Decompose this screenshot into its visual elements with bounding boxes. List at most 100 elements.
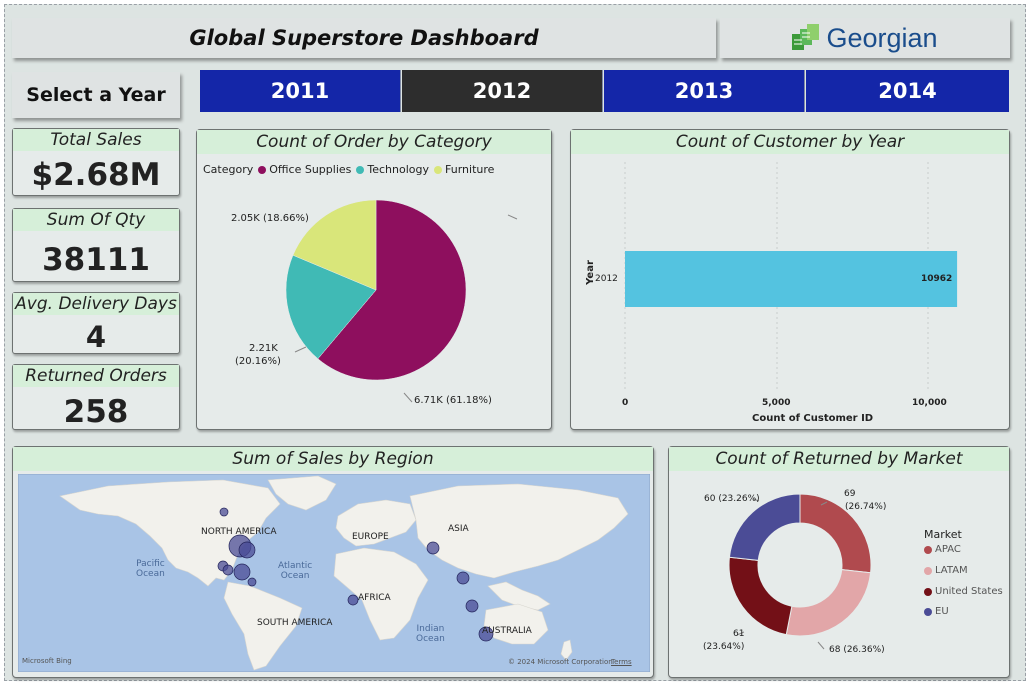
world-map[interactable]: NORTH AMERICA EUROPE ASIA AFRICA SOUTH A… [18, 474, 650, 672]
data-label-technology: (20.16%) [235, 356, 281, 367]
donut-slice-eu[interactable] [728, 493, 801, 561]
pie-slice-office-supplies[interactable] [317, 199, 467, 381]
data-label-office-supplies: 6.71K (61.18%) [414, 395, 492, 406]
legend-item-united-states[interactable]: United States [919, 586, 1003, 597]
map-terms-link[interactable]: Terms [611, 658, 632, 666]
leader-line-technology [294, 346, 307, 353]
x-tick-label: 5,000 [762, 398, 791, 408]
category-pie-chart [285, 199, 518, 403]
georgian-logo-text: Georgian [826, 22, 938, 53]
donut-slice-united-states[interactable] [728, 556, 793, 636]
new-zealand-shape [560, 639, 573, 661]
legend-item-technology[interactable]: Technology [367, 163, 430, 176]
legend-swatch-technology [356, 165, 365, 174]
kpi-value: 38111 [42, 242, 150, 278]
north-america-shape [59, 479, 281, 587]
africa-shape [333, 547, 429, 641]
data-label-united-states: 61 [733, 629, 745, 639]
x-axis-title: Count of Customer ID [752, 413, 874, 424]
customer-panel-title: Count of Customer by Year [571, 130, 1009, 154]
data-label-eu: 60 (23.26%) [704, 494, 760, 504]
returned-donut-chart [728, 493, 872, 650]
legend-title: Category [203, 163, 254, 176]
legend-item-furniture[interactable]: Furniture [445, 163, 495, 176]
leader-line-latam [817, 641, 825, 650]
returned-panel-title: Count of Returned by Market [669, 447, 1009, 471]
region-panel-title: Sum of Sales by Region [13, 447, 653, 471]
data-label-apac: 69 [844, 489, 856, 499]
data-label-latam: 68 (26.36%) [829, 645, 885, 655]
year-button-2011[interactable]: 2011 [200, 70, 401, 112]
pie-slice-technology[interactable] [285, 254, 377, 360]
bar-2012[interactable] [625, 251, 958, 307]
legend-item-eu[interactable]: EU [919, 606, 949, 617]
year-button-2012[interactable]: 2012 [402, 70, 603, 112]
georgian-logo: Georgian [720, 18, 1010, 58]
legend-swatch-furniture [434, 165, 443, 174]
kpi-label: Total Sales [13, 129, 179, 151]
bubble-caribbean [233, 563, 251, 581]
map-label-europe: EUROPE [352, 532, 389, 542]
map-copyright: © 2024 Microsoft Corporation [508, 658, 613, 666]
legend-swatch-apac [924, 545, 932, 554]
legend-item-office-supplies[interactable]: Office Supplies [269, 163, 352, 176]
bubble-southeast-asia [456, 571, 470, 585]
kpi-avg-delivery-days: Avg. Delivery Days 4 [12, 292, 180, 354]
leader-line-eu [752, 498, 760, 502]
map-label-atlantic-ocean: Atlantic Ocean [278, 561, 313, 581]
europe-shape [335, 499, 417, 547]
customer-panel: Count of Customer by Year Year 2012 1096… [570, 129, 1010, 430]
sales-bubbles [217, 507, 494, 642]
donut-slice-latam[interactable] [785, 569, 872, 637]
returned-panel: Count of Returned by Market 69 (26.74%) … [668, 446, 1010, 678]
bubble-canada [219, 507, 229, 517]
map-label-indian-ocean: Indian Ocean [416, 624, 445, 644]
pie-slice-furniture[interactable] [292, 199, 377, 291]
category-panel: Count of Order by Category Category Offi… [196, 129, 552, 430]
georgian-logo-icon [792, 24, 820, 50]
asia-shape [409, 483, 629, 579]
dashboard-title: Global Superstore Dashboard [189, 26, 539, 50]
bubble-central-america [247, 577, 257, 587]
bubble-east-asia [426, 541, 440, 555]
legend-swatch-office-supplies [258, 165, 267, 174]
map-label-australia: AUSTRALIA [482, 626, 532, 636]
map-label-asia: ASIA [448, 524, 469, 534]
data-label-apac: (26.74%) [845, 502, 887, 512]
x-tick-label: 10,000 [912, 398, 947, 408]
map-label-pacific-ocean: Pacific Ocean [136, 559, 165, 579]
map-label-africa: AFRICA [358, 593, 391, 603]
kpi-returned-orders: Returned Orders 258 [12, 364, 180, 430]
title-banner: Global Superstore Dashboard [12, 18, 716, 58]
leader-line-apac [820, 501, 828, 506]
year-button-2014[interactable]: 2014 [806, 70, 1009, 112]
legend-item-latam[interactable]: LATAM [919, 565, 968, 576]
bubble-us-central [238, 541, 256, 559]
data-label-furniture: 2.05K (18.66%) [231, 213, 309, 224]
kpi-label: Sum Of Qty [13, 209, 179, 231]
legend-item-apac[interactable]: APAC [919, 544, 961, 555]
category-panel-title: Count of Order by Category [197, 130, 551, 154]
south-america-shape [223, 581, 303, 671]
x-tick-label: 0 [622, 398, 629, 408]
legend-swatch-latam [924, 566, 932, 575]
kpi-total-sales: Total Sales $2.68M [12, 128, 180, 196]
bubble-oceania [478, 626, 494, 642]
world-map-svg [18, 474, 650, 672]
year-button-2013[interactable]: 2013 [604, 70, 805, 112]
kpi-sum-qty: Sum Of Qty 38111 [12, 208, 180, 282]
bubble-indonesia [465, 599, 479, 613]
kpi-value: 4 [85, 320, 107, 354]
map-label-south-america: SOUTH AMERICA [257, 618, 333, 628]
market-legend-title: Market [924, 528, 962, 541]
category-legend: Category Office Supplies Technology Furn… [203, 163, 494, 176]
legend-swatch-united-states [924, 587, 932, 596]
bing-logo: Microsoft Bing [22, 657, 72, 665]
kpi-label: Returned Orders [13, 365, 179, 387]
y-tick-label: 2012 [595, 274, 618, 284]
legend-swatch-eu [924, 607, 932, 616]
greenland-shape [267, 475, 337, 511]
kpi-value: 258 [63, 394, 129, 430]
southeast-asia-shape [487, 581, 551, 611]
kpi-label: Avg. Delivery Days [13, 293, 179, 315]
